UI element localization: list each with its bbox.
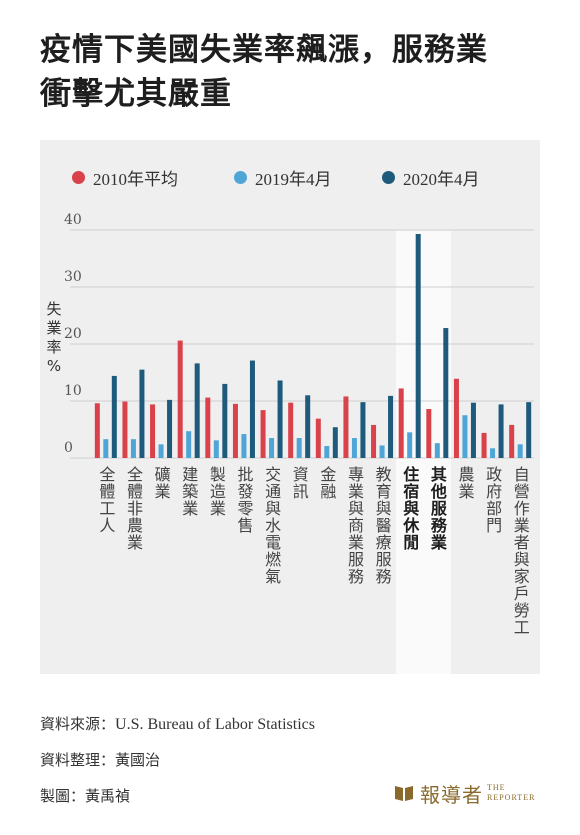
bar-0-0: [94, 403, 100, 458]
logo-english-line-1: THE: [487, 783, 506, 792]
bar-2-7: [305, 395, 311, 458]
bar-2-4: [222, 383, 228, 458]
bar-1-10: [379, 445, 385, 458]
category-label: 自營作業者與家戶勞工: [511, 466, 530, 636]
category-label: 建築業: [179, 466, 198, 517]
bar-1-4: [213, 440, 219, 458]
bar-1-15: [517, 444, 523, 458]
bar-2-3: [194, 363, 200, 458]
legend-item-2020: 2020年4月: [382, 166, 480, 189]
y-tick-label: 0: [64, 440, 73, 456]
category-label: 全體工人: [96, 466, 115, 534]
bar-2-5: [249, 360, 255, 458]
logo-english: THE REPORTER: [487, 783, 535, 803]
bar-1-6: [269, 438, 275, 458]
legend-label-2020: 2020年4月: [403, 169, 480, 189]
designer-label: 製圖：: [40, 787, 86, 805]
bar-0-8: [315, 418, 321, 458]
category-label: 農業: [455, 466, 474, 500]
bar-0-15: [509, 424, 515, 458]
bar-2-2: [167, 399, 173, 458]
legend-item-2010: 2010年平均: [72, 166, 178, 189]
bar-2-10: [388, 395, 394, 458]
category-label: 專業與商業服務: [345, 466, 364, 585]
legend-label-2010: 2010年平均: [93, 169, 178, 189]
bar-1-12: [434, 443, 440, 458]
bar-1-1: [130, 439, 136, 458]
source-value: U.S. Bureau of Labor Statistics: [115, 716, 315, 733]
category-label: 全體非農業: [124, 466, 143, 551]
bar-1-11: [407, 432, 413, 458]
chart-title-line-1: 疫情下美國失業率飆漲，服務業: [40, 32, 488, 68]
y-tick-label: 10: [64, 383, 82, 399]
bar-0-13: [453, 378, 459, 458]
bar-1-14: [490, 448, 496, 458]
bar-1-3: [186, 431, 192, 458]
category-label: 礦業: [152, 466, 171, 500]
category-label: 資訊: [290, 466, 309, 500]
source-label: 資料來源：: [40, 715, 116, 733]
bar-2-14: [498, 404, 504, 458]
category-label: 交通與水電燃氣: [262, 466, 281, 585]
compiler-value: 黃國治: [115, 751, 161, 769]
source-credit: 資料來源：U.S. Bureau of Labor Statistics: [40, 713, 315, 734]
bar-2-1: [139, 369, 145, 458]
legend-label-2019: 2019年4月: [255, 169, 332, 189]
category-label: 製造業: [207, 466, 226, 517]
category-label: 住宿與休閒: [400, 465, 420, 551]
reporter-logo: 報導者 THE REPORTER: [394, 779, 535, 807]
logo-name: 報導者: [420, 782, 483, 807]
bar-0-14: [481, 432, 487, 458]
y-tick-label: 40: [64, 212, 82, 228]
bar-0-6: [260, 410, 266, 458]
y-tick-label: 20: [64, 326, 82, 342]
chart-title-line-2: 衝擊尤其嚴重: [40, 76, 232, 112]
bar-0-7: [288, 402, 294, 458]
bar-2-15: [526, 402, 532, 458]
category-label: 批發零售: [234, 466, 253, 534]
bar-2-9: [360, 402, 366, 458]
bar-1-2: [158, 444, 164, 458]
category-label: 政府部門: [483, 466, 502, 534]
bar-chart: 0 10 20 30 40 全體工人 全體非農業 礦業 建築業 製造業 批發零售 交通與水電燃氣 資訊金…: [64, 212, 534, 674]
y-axis-label: 失業率%: [46, 300, 62, 375]
bar-2-13: [470, 402, 476, 458]
bar-1-8: [324, 446, 330, 458]
bar-2-12: [443, 328, 449, 458]
category-label: 其他服務業: [428, 465, 448, 551]
designer-credit: 製圖：黃禹禎: [40, 785, 130, 806]
category-label: 金融: [317, 466, 336, 500]
category-label: 教育與醫療服務: [373, 466, 392, 585]
bar-2-8: [332, 427, 338, 458]
bar-1-0: [103, 439, 109, 458]
bar-0-5: [232, 403, 238, 458]
bar-1-7: [296, 438, 302, 458]
bar-1-5: [241, 434, 247, 458]
book-icon: [395, 786, 413, 801]
legend-swatch-2010: [72, 170, 85, 184]
bar-0-10: [371, 424, 377, 458]
legend-item-2019: 2019年4月: [234, 166, 332, 189]
legend-swatch-2020: [382, 170, 395, 184]
bar-0-1: [122, 401, 128, 458]
bar-0-3: [177, 340, 183, 458]
bar-2-6: [277, 380, 283, 458]
compiler-label: 資料整理：: [40, 751, 116, 769]
chart-title: 疫情下美國失業率飆漲，服務業 衝擊尤其嚴重: [40, 28, 550, 116]
bar-2-0: [111, 375, 117, 458]
bar-0-4: [205, 397, 211, 458]
y-tick-label: 30: [64, 269, 82, 285]
bar-2-11: [415, 233, 421, 458]
compiler-credit: 資料整理：黃國治: [40, 749, 160, 770]
bar-0-12: [426, 408, 432, 458]
designer-value: 黃禹禎: [85, 787, 131, 805]
bar-0-11: [398, 388, 404, 458]
legend-swatch-2019: [234, 170, 247, 184]
logo-english-line-2: REPORTER: [487, 793, 536, 802]
bar-1-13: [462, 415, 468, 458]
chart-panel: 2010年平均 2019年4月 2020年4月 失業率% 0 10 20 30 40 全體…: [40, 140, 540, 674]
bar-0-9: [343, 396, 349, 458]
bar-0-2: [150, 404, 156, 458]
bar-1-9: [351, 438, 357, 458]
